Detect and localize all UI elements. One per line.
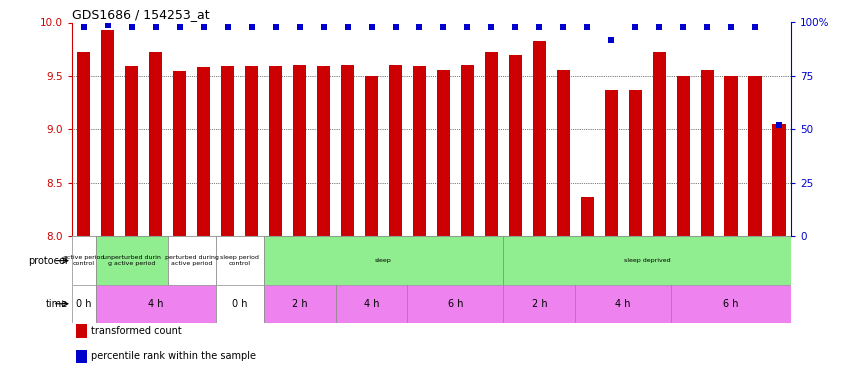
Bar	[96, 285, 216, 322]
Bar	[245, 66, 258, 236]
Point	[101, 22, 114, 28]
Bar	[677, 76, 689, 236]
Point	[700, 24, 714, 30]
Point	[197, 24, 211, 30]
Point	[269, 24, 283, 30]
Bar	[437, 69, 450, 236]
Bar	[77, 53, 91, 236]
Bar	[149, 53, 162, 236]
Point	[316, 24, 330, 30]
Point	[437, 24, 450, 30]
Point	[221, 24, 234, 30]
Bar	[102, 30, 114, 236]
Text: unperturbed durin
g active period: unperturbed durin g active period	[103, 255, 161, 266]
Point	[604, 37, 618, 43]
Bar	[365, 76, 378, 236]
Bar	[336, 285, 408, 322]
Bar	[503, 236, 791, 285]
Bar	[749, 76, 761, 236]
Text: 0 h: 0 h	[76, 299, 91, 309]
Bar	[197, 68, 211, 236]
Bar	[317, 66, 330, 236]
Bar	[216, 285, 264, 322]
Point	[245, 24, 259, 30]
Point	[557, 24, 570, 30]
Bar	[557, 69, 570, 236]
Bar	[413, 66, 426, 236]
Bar	[173, 70, 186, 236]
Text: sleep period
control: sleep period control	[220, 255, 259, 266]
Bar	[408, 285, 503, 322]
Point	[125, 24, 139, 30]
Bar	[724, 76, 738, 236]
Bar	[700, 69, 714, 236]
Text: 4 h: 4 h	[148, 299, 163, 309]
Point	[580, 24, 594, 30]
Point	[724, 24, 738, 30]
Bar	[341, 65, 354, 236]
Text: time: time	[46, 299, 68, 309]
Text: GDS1686 / 154253_at: GDS1686 / 154253_at	[72, 8, 210, 21]
Bar	[264, 236, 503, 285]
Point	[413, 24, 426, 30]
Bar	[461, 65, 474, 236]
Bar	[533, 40, 546, 236]
Point	[341, 24, 354, 30]
Bar	[72, 236, 96, 285]
Text: perturbed during
active period: perturbed during active period	[165, 255, 219, 266]
Bar	[503, 285, 575, 322]
Point	[77, 24, 91, 30]
Point	[629, 24, 642, 30]
Bar	[629, 90, 642, 236]
Bar	[96, 236, 168, 285]
Text: 0 h: 0 h	[232, 299, 247, 309]
Point	[460, 24, 474, 30]
Text: percentile rank within the sample: percentile rank within the sample	[91, 351, 256, 361]
Bar	[76, 350, 87, 363]
Point	[533, 24, 547, 30]
Text: transformed count: transformed count	[91, 326, 182, 336]
Bar	[269, 66, 283, 236]
Text: 2 h: 2 h	[531, 299, 547, 309]
Point	[293, 24, 306, 30]
Text: active period
control: active period control	[63, 255, 105, 266]
Point	[772, 122, 786, 128]
Bar	[168, 236, 216, 285]
Bar	[671, 285, 791, 322]
Point	[485, 24, 498, 30]
Bar	[575, 285, 671, 322]
Bar	[72, 285, 96, 322]
Bar	[293, 65, 306, 236]
Text: 2 h: 2 h	[292, 299, 307, 309]
Bar	[508, 55, 522, 236]
Bar	[125, 66, 139, 236]
Bar	[652, 53, 666, 236]
Text: protocol: protocol	[28, 256, 68, 266]
Bar	[76, 324, 87, 338]
Bar	[580, 197, 594, 236]
Text: 4 h: 4 h	[616, 299, 631, 309]
Bar	[389, 65, 402, 236]
Point	[508, 24, 522, 30]
Point	[677, 24, 690, 30]
Point	[365, 24, 378, 30]
Point	[388, 24, 403, 30]
Text: sleep: sleep	[375, 258, 392, 263]
Point	[652, 24, 666, 30]
Text: sleep deprived: sleep deprived	[624, 258, 671, 263]
Point	[173, 24, 186, 30]
Bar	[485, 53, 498, 236]
Text: 6 h: 6 h	[723, 299, 739, 309]
Point	[149, 24, 162, 30]
Text: 4 h: 4 h	[364, 299, 379, 309]
Bar	[772, 124, 786, 236]
Bar	[221, 66, 234, 236]
Bar	[264, 285, 336, 322]
Bar	[605, 90, 618, 236]
Bar	[216, 236, 264, 285]
Text: 6 h: 6 h	[448, 299, 463, 309]
Point	[749, 24, 762, 30]
